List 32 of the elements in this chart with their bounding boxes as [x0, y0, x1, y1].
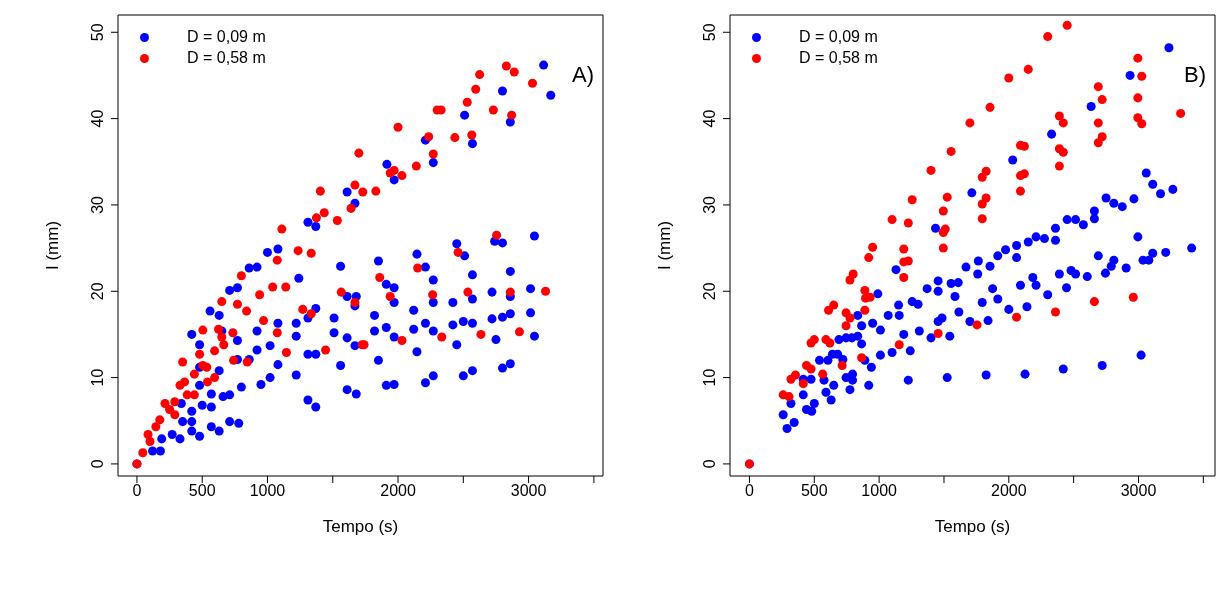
annotation: B) — [1184, 62, 1206, 88]
x-tick-label: 0 — [745, 482, 754, 500]
x-axis-title: Tempo (s) — [322, 517, 399, 536]
y-axis-title: I (mm) — [43, 220, 63, 271]
y-tick-label: 40 — [89, 109, 106, 128]
x-tick-label: 3000 — [510, 482, 547, 500]
x-axis-title: Tempo (s) — [934, 517, 1011, 536]
y-tick-label: 30 — [701, 195, 718, 214]
x-tick-label: 500 — [800, 482, 828, 500]
annotation: A) — [572, 62, 594, 88]
y-tick-label: 10 — [701, 368, 718, 387]
y-axis-title: I (mm) — [655, 220, 675, 271]
x-tick-label: 2000 — [991, 482, 1027, 500]
y-tick-label: 20 — [701, 282, 718, 301]
x-tick-label: 3000 — [1120, 482, 1157, 500]
legend-label: D = 0,09 m — [187, 28, 266, 45]
y-tick-label: 50 — [89, 23, 106, 42]
y-tick-label: 30 — [89, 195, 106, 214]
x-tick-label: 1000 — [249, 482, 286, 500]
y-tick-label: 0 — [701, 459, 718, 469]
y-tick-label: 50 — [701, 23, 718, 42]
legend-label: D = 0,58 m — [187, 49, 266, 66]
y-tick-label: 20 — [89, 282, 106, 301]
x-tick-label: 0 — [132, 482, 142, 500]
y-tick-label: 40 — [701, 109, 718, 128]
x-tick-label: 1000 — [861, 482, 898, 500]
legend-label: D = 0,58 m — [799, 49, 878, 66]
x-tick-label: 2000 — [380, 482, 416, 500]
legend-label: D = 0,09 m — [799, 28, 878, 45]
x-tick-label: 500 — [188, 482, 216, 500]
y-tick-label: 10 — [89, 368, 106, 387]
y-tick-label: 0 — [89, 459, 106, 469]
